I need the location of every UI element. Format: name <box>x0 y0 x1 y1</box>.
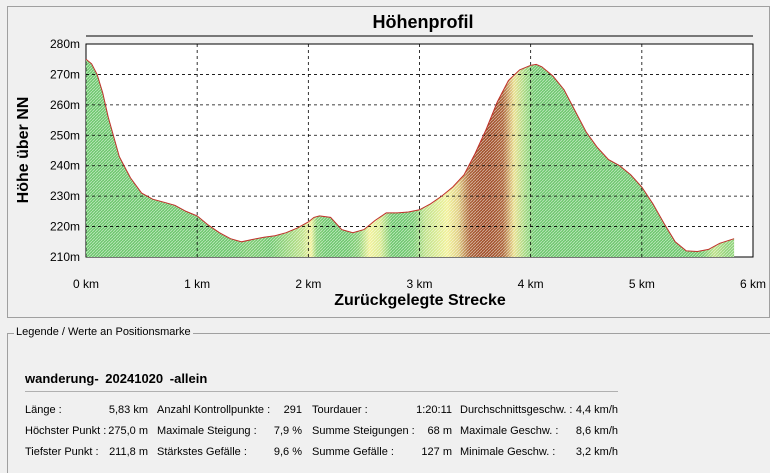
stat-value-duration: 1:20:11 <box>416 404 452 416</box>
legend-box <box>7 333 770 473</box>
stat-label-min-speed: Minimale Geschw. : <box>460 446 556 458</box>
stat-label-total-ascent: Summe Steigungen : <box>312 425 415 437</box>
stat-value-max-decline: 9,6 % <box>273 446 302 458</box>
tour-separator <box>25 391 618 392</box>
y-tick-label: 280m <box>50 37 80 51</box>
tour-name: wanderung- 20241020 -allein <box>25 371 207 386</box>
y-tick-label: 210m <box>50 250 80 264</box>
stat-value-min-speed: 3,2 km/h <box>575 446 618 458</box>
y-tick-label: 230m <box>50 189 80 203</box>
stat-value-lowest: 211,8 m <box>109 446 148 458</box>
stat-label-total-descent: Summe Gefälle : <box>312 446 394 458</box>
stat-label-max-incline: Maximale Steigung : <box>157 425 257 437</box>
stat-label-max-decline: Stärkstes Gefälle : <box>157 446 247 458</box>
stat-value-max-incline: 7,9 % <box>273 425 302 437</box>
stat-value-highest: 275,0 m <box>108 425 148 437</box>
x-axis-label: Zurückgelegte Strecke <box>334 292 506 309</box>
y-tick-label: 270m <box>50 67 80 81</box>
tour-name-suffix: -allein <box>169 371 208 386</box>
y-axis-label: Höhe über NN <box>15 97 32 204</box>
tour-name-date: 20241020 <box>105 371 164 386</box>
x-tick-label: 2 km <box>295 277 321 291</box>
legend-title: Legende / Werte an Positionsmarke <box>14 326 193 338</box>
elevation-chart: Höhenprofil 210m 220m 230m 240m 250m 260m 270m 2… <box>15 12 766 309</box>
stat-value-total-descent: 127 m <box>421 446 452 458</box>
y-tick-label: 220m <box>50 220 80 234</box>
x-tick-label: 3 km <box>406 277 432 291</box>
chart-title: Höhenprofil <box>373 12 474 32</box>
elevation-hatch <box>86 59 735 258</box>
x-tick-label: 1 km <box>184 277 210 291</box>
stat-value-max-speed: 8,6 km/h <box>575 425 618 437</box>
x-tick-label: 6 km <box>740 277 766 291</box>
tour-name-prefix: wanderung- <box>25 371 99 386</box>
stat-label-lowest: Tiefster Punkt : <box>25 446 99 458</box>
stat-label-avg-speed: Durchschnittsgeschw. : <box>460 404 573 416</box>
stat-label-duration: Tourdauer : <box>312 404 368 416</box>
stat-value-length: 5,83 km <box>108 404 148 416</box>
y-tick-label: 250m <box>50 128 80 142</box>
stat-value-avg-speed: 4,4 km/h <box>575 404 618 416</box>
chart-panel: Höhenprofil 210m 220m 230m 240m 250m 260m 270m 2… <box>7 6 770 318</box>
stat-label-checkpoints: Anzahl Kontrollpunkte : <box>157 404 271 416</box>
stat-label-highest: Höchster Punkt : <box>25 425 107 437</box>
x-tick-label: 4 km <box>518 277 544 291</box>
stat-label-length: Länge : <box>25 404 62 416</box>
x-tick-label: 5 km <box>629 277 655 291</box>
elevation-line <box>85 58 735 253</box>
x-tick-label: 0 km <box>73 277 99 291</box>
stat-value-checkpoints: 291 <box>283 404 302 416</box>
stat-value-total-ascent: 68 m <box>427 425 452 437</box>
stat-label-max-speed: Maximale Geschw. : <box>460 425 559 437</box>
y-tick-label: 240m <box>50 159 80 173</box>
y-tick-label: 260m <box>50 98 80 112</box>
